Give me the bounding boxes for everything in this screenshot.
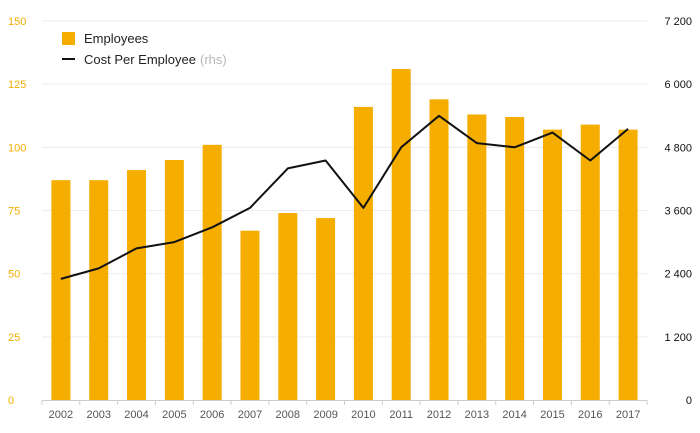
bar-2011	[391, 69, 411, 401]
bar-2014	[505, 117, 525, 400]
bar-2017	[618, 129, 638, 400]
employees-bars	[51, 69, 638, 401]
right-axis-tick-label: 0	[686, 395, 692, 407]
left-axis-tick-label: 75	[8, 206, 20, 218]
bar-2013	[467, 114, 487, 400]
legend-item-employees: Employees	[62, 28, 227, 48]
x-tick-label: 2010	[351, 409, 375, 421]
bar-2002	[51, 180, 71, 400]
left-axis-tick-label: 50	[8, 269, 20, 281]
right-axis-tick-label: 3 600	[664, 206, 692, 218]
legend-line-swatch	[62, 58, 75, 60]
x-tick-label: 2006	[200, 409, 224, 421]
bar-2007	[240, 230, 260, 400]
x-tick-label: 2012	[427, 409, 451, 421]
legend: Employees Cost Per Employee (rhs)	[62, 28, 227, 70]
legend-bar-swatch	[62, 31, 75, 45]
x-tick-label: 2015	[540, 409, 564, 421]
x-tick-label: 2004	[124, 409, 148, 421]
right-axis-tick-label: 4 800	[664, 142, 692, 154]
bar-2016	[580, 124, 600, 401]
legend-label-employees: Employees	[84, 30, 149, 46]
x-tick-label: 2002	[49, 409, 73, 421]
left-axis-tick-label: 125	[8, 79, 26, 91]
bar-2005	[164, 159, 184, 400]
axes: 2002 2003 2004 2005 2006 2007 2008 2009 2010 2011…	[8, 16, 692, 421]
x-tick-label: 2017	[616, 409, 640, 421]
x-tick-label: 2013	[465, 409, 489, 421]
bar-2004	[127, 170, 147, 400]
legend-label-cost-per-employee: Cost Per Employee	[84, 51, 196, 67]
x-tick-label: 2005	[162, 409, 186, 421]
bar-2003	[89, 180, 109, 400]
x-tick-label: 2009	[313, 409, 337, 421]
left-axis-tick-label: 100	[8, 142, 26, 154]
x-tick-label: 2014	[502, 409, 526, 421]
x-tick-label: 2011	[389, 409, 413, 421]
x-tick-label: 2016	[578, 409, 602, 421]
right-axis-tick-label: 6 000	[664, 79, 692, 91]
bar-2009	[316, 218, 336, 400]
left-axis-tick-label: 25	[8, 332, 20, 344]
x-tick-label: 2008	[276, 409, 300, 421]
bar-2010	[353, 106, 373, 400]
left-axis-tick-label: 150	[8, 16, 26, 28]
left-axis-tick-label: 0	[8, 395, 14, 407]
bar-2015	[542, 129, 562, 400]
right-axis-tick-label: 1 200	[664, 332, 692, 344]
bar-2008	[278, 213, 298, 400]
legend-item-cost-per-employee: Cost Per Employee (rhs)	[62, 49, 227, 69]
right-axis-tick-label: 2 400	[664, 269, 692, 281]
bar-2006	[202, 144, 222, 400]
x-tick-label: 2003	[86, 409, 110, 421]
cost-per-employee-line-group	[60, 114, 629, 280]
right-axis-tick-label: 7 200	[664, 16, 692, 28]
cost-per-employee-line	[60, 114, 629, 280]
bar-2012	[429, 99, 449, 401]
x-tick-label: 2007	[238, 409, 262, 421]
legend-note-rhs: (rhs)	[200, 51, 227, 67]
